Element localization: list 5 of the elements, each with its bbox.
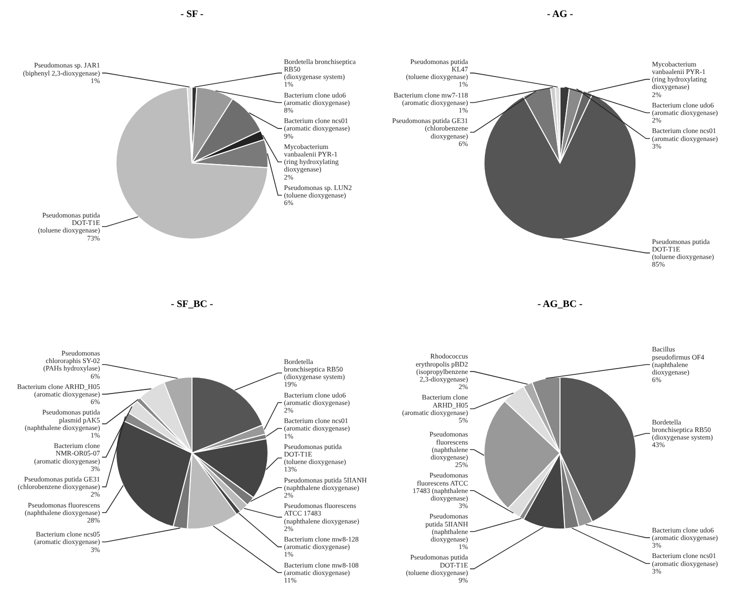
chart-title: - SF_BC -	[170, 298, 214, 312]
pie-slice	[116, 86, 268, 240]
chart-title: - SF -	[180, 8, 204, 22]
chart-title: - AG -	[546, 8, 574, 22]
chart-title: - AG_BC -	[536, 298, 584, 312]
